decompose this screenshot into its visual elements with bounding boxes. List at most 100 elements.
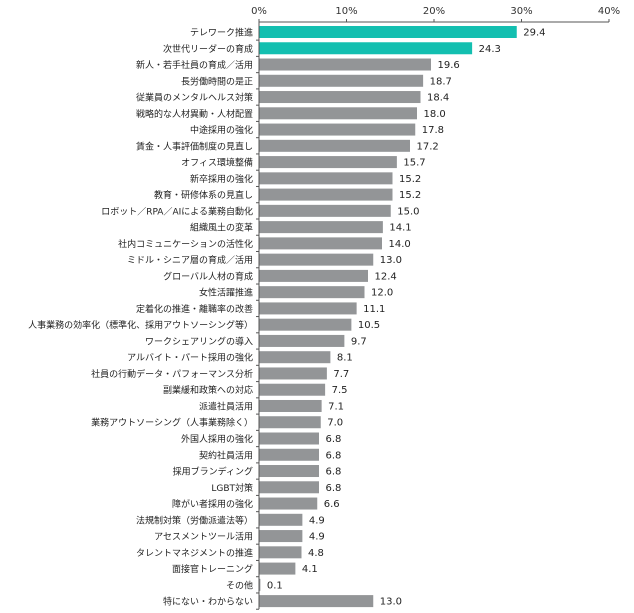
bar	[259, 595, 374, 608]
bar	[259, 253, 374, 266]
value-label: 7.0	[327, 418, 343, 429]
category-label: 教育・研修体系の見直し	[154, 189, 253, 201]
x-tick-label: 30%	[510, 6, 532, 17]
value-label: 6.8	[326, 434, 342, 445]
category-label: オフィス環境整備	[181, 157, 253, 169]
bar	[259, 497, 318, 510]
bar	[259, 399, 322, 412]
category-label: 中途採用の強化	[190, 124, 253, 136]
bar	[259, 269, 368, 282]
bar	[259, 26, 517, 38]
value-label: 11.1	[363, 304, 385, 315]
category-label: 特にない・わからない	[163, 596, 253, 608]
category-label: ロボット／RPA／AIによる業務自動化	[101, 205, 253, 217]
value-label: 4.8	[308, 548, 324, 559]
value-label: 15.2	[399, 190, 421, 201]
value-label: 15.2	[399, 174, 421, 185]
value-labels: 29.4 24.3 19.6 18.7 18.4 18.0 17.8 17.2 15.7 15.2…	[267, 28, 546, 608]
bar	[259, 416, 321, 429]
bar	[259, 286, 365, 299]
bar	[259, 530, 303, 543]
x-tick-label: 40%	[598, 6, 620, 17]
value-label: 7.7	[333, 369, 349, 380]
bars-group	[259, 26, 517, 608]
bar	[259, 351, 331, 364]
category-labels: テレワーク推進次世代リーダーの育成新人・若手社員の育成／活用長労働時間の是正従業…	[28, 27, 253, 608]
x-tick-label: 20%	[423, 6, 445, 17]
bar	[259, 107, 417, 120]
bar	[259, 465, 319, 478]
bar	[259, 139, 410, 152]
bar	[259, 578, 261, 591]
value-label: 18.0	[424, 109, 446, 120]
category-label: 面接官トレーニング	[172, 563, 253, 575]
category-label: 新卒採用の強化	[190, 173, 253, 185]
category-label: テレワーク推進	[190, 27, 253, 39]
category-label: ワークシェアリングの導入	[145, 335, 253, 347]
category-label: 次世代リーダーの育成	[163, 43, 253, 55]
bar	[259, 383, 326, 396]
bar	[259, 237, 382, 250]
category-label: 女性活躍推進	[199, 287, 253, 299]
bar	[259, 91, 421, 104]
value-label: 24.3	[479, 44, 501, 55]
value-label: 6.8	[326, 467, 342, 478]
value-label: 0.1	[267, 580, 283, 591]
value-label: 18.7	[430, 76, 452, 87]
value-label: 13.0	[380, 255, 402, 266]
value-label: 7.5	[332, 385, 348, 396]
value-label: 15.0	[397, 206, 419, 217]
bar	[259, 562, 296, 575]
bar	[259, 74, 424, 87]
category-label: タレントマネジメントの推進	[136, 547, 253, 559]
value-label: 6.8	[326, 483, 342, 494]
bar	[259, 334, 345, 347]
bar	[259, 302, 357, 315]
value-label: 17.2	[417, 141, 439, 152]
value-label: 4.1	[302, 564, 318, 575]
value-label: 6.8	[326, 450, 342, 461]
x-tick-label: 0%	[251, 6, 267, 17]
category-label: ミドル・シニア層の育成／活用	[127, 254, 253, 266]
category-label: 戦略的な人材異動・人材配置	[136, 108, 253, 120]
category-label: 賃金・人事評価制度の見直し	[136, 140, 253, 152]
bar	[259, 432, 319, 445]
bar	[259, 58, 431, 71]
axes	[256, 19, 610, 610]
value-label: 14.0	[389, 239, 411, 250]
value-label: 15.7	[403, 158, 425, 169]
value-label: 29.4	[523, 28, 545, 39]
value-label: 4.9	[309, 515, 325, 526]
category-label: 障がい者採用の強化	[172, 498, 253, 510]
value-label: 4.9	[309, 532, 325, 543]
category-label: その他	[226, 579, 253, 591]
category-label: 定着化の推進・離職率の改善	[136, 303, 253, 315]
bar	[259, 123, 416, 136]
category-label: 契約社員活用	[199, 449, 253, 461]
value-label: 10.5	[358, 320, 380, 331]
value-label: 19.6	[438, 60, 460, 71]
value-label: 12.4	[375, 271, 397, 282]
category-label: 副業緩和政策への対応	[163, 384, 253, 396]
x-tick-labels: 0% 10% 20% 30% 40%	[251, 6, 620, 17]
category-label: 従業員のメンタルヘルス対策	[136, 92, 253, 104]
bar	[259, 172, 393, 185]
value-label: 6.6	[324, 499, 340, 510]
bar	[259, 156, 397, 169]
bar	[259, 221, 383, 234]
value-label: 18.4	[427, 93, 449, 104]
category-label: 法規制対策（労働派遣法等）	[136, 514, 253, 526]
category-label: 社員の行動データ・パフォーマンス分析	[91, 368, 253, 380]
bar	[259, 204, 391, 217]
category-label: LGBT対策	[211, 482, 253, 494]
value-label: 9.7	[351, 336, 367, 347]
category-label: アルバイト・パート採用の強化	[127, 352, 253, 364]
value-label: 14.1	[389, 223, 411, 234]
category-label: 新人・若手社員の育成／活用	[136, 59, 253, 71]
category-label: アセスメントツール活用	[154, 531, 253, 543]
bar	[259, 42, 473, 55]
bar	[259, 513, 303, 526]
category-label: 組織風土の変革	[190, 222, 253, 234]
value-label: 12.0	[371, 288, 393, 299]
